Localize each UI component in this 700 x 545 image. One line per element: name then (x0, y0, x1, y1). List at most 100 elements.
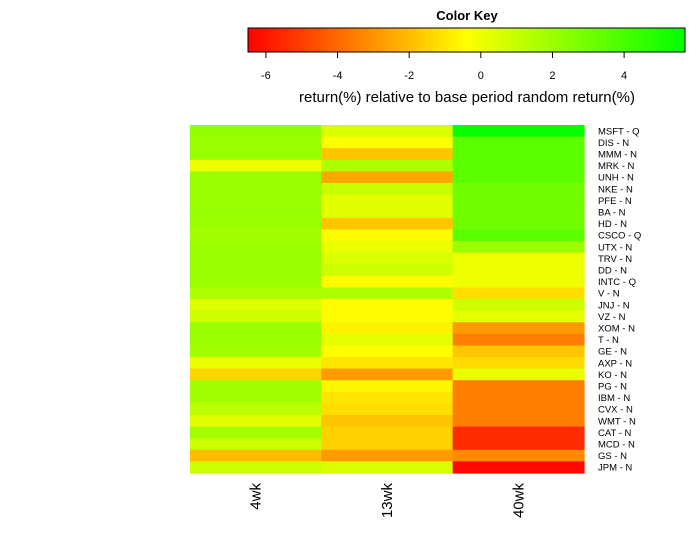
heatmap-cell (452, 357, 585, 370)
heatmap-cell (190, 125, 322, 138)
color-key-ticks: -6 -4 -2 0 2 4 (261, 52, 627, 82)
row-label: T - N (598, 335, 619, 346)
heatmap-cell (321, 136, 454, 149)
heatmap-cell (321, 217, 454, 230)
heatmap-cell (452, 287, 585, 300)
heatmap-cell (190, 148, 322, 161)
heatmap-cell (452, 194, 585, 207)
heatmap-cell (452, 264, 585, 277)
color-key-bar (247, 27, 686, 53)
heatmap-cell (321, 287, 454, 300)
heatmap-cell (321, 438, 454, 451)
color-key-tick-label: 2 (549, 70, 555, 82)
column-label: 40wk (510, 483, 527, 519)
heatmap-cell (452, 345, 585, 358)
heatmap-cell (190, 380, 322, 393)
heatmap-cell (321, 148, 454, 161)
heatmap-cell (190, 194, 322, 207)
color-key-xlabel: return(%) relative to base period random… (299, 89, 635, 106)
row-label: DIS - N (598, 138, 629, 149)
row-label: JPM - N (598, 463, 632, 474)
row-label: MCD - N (598, 440, 635, 451)
color-key-tick-label: 0 (478, 70, 484, 82)
heatmap-cell (321, 449, 454, 462)
heatmap-cell (452, 241, 585, 254)
heatmap-cell (190, 287, 322, 300)
row-label: UNH - N (598, 173, 634, 184)
heatmap-cell (452, 183, 585, 196)
heatmap-cell (321, 357, 454, 370)
column-label: 4wk (248, 483, 265, 510)
heatmap-cell (321, 426, 454, 439)
row-label: WMT - N (598, 416, 636, 427)
heatmap-cell (321, 229, 454, 242)
heatmap-cell (190, 391, 322, 404)
row-label: MMM - N (598, 150, 637, 161)
heatmap-cell (190, 426, 322, 439)
heatmap-cell (321, 391, 454, 404)
row-label: HD - N (598, 219, 627, 230)
heatmap-cell (321, 345, 454, 358)
heatmap-cell (321, 461, 454, 474)
heatmap-cell (190, 415, 322, 428)
row-label: MRK - N (598, 161, 635, 172)
heatmap-cell (190, 333, 322, 346)
heatmap-cell (190, 322, 322, 335)
heatmap-cell (190, 241, 322, 254)
heatmap-cell (452, 461, 585, 474)
heatmap-cell (190, 357, 322, 370)
color-key-tick-label: 4 (621, 70, 627, 82)
heatmap-cell (452, 252, 585, 265)
heatmap-cell (190, 264, 322, 277)
heatmap-cell (190, 310, 322, 323)
heatmap-cell (452, 206, 585, 219)
heatmap-cell (190, 159, 322, 172)
color-key-tick-label: -6 (261, 70, 271, 82)
heatmap-cell (321, 275, 454, 288)
row-label: CVX - N (598, 405, 633, 416)
heatmap-cell (190, 403, 322, 416)
heatmap-cell (452, 125, 585, 138)
heatmap-cell (321, 299, 454, 312)
heatmap-cell (321, 380, 454, 393)
heatmap-cell (452, 299, 585, 312)
heatmap-cell (452, 136, 585, 149)
heatmap-cell (452, 438, 585, 451)
heatmap-cell (452, 380, 585, 393)
heatmap-cell (321, 171, 454, 184)
heatmap-cell (190, 136, 322, 149)
heatmap-cell (321, 368, 454, 381)
heatmap-cell (321, 310, 454, 323)
color-key-title: Color Key (436, 8, 498, 23)
heatmap-cell (452, 333, 585, 346)
heatmap-cell (321, 206, 454, 219)
heatmap-cell (452, 391, 585, 404)
heatmap-cell (190, 275, 322, 288)
heatmap-cell (452, 148, 585, 161)
color-key: Color Key -6 -4 -2 0 2 4 return(%) relative t… (247, 8, 686, 106)
row-label: TRV - N (598, 254, 632, 265)
column-labels: 4wk 13wk 40wk (248, 483, 528, 519)
heatmap-cell (190, 449, 322, 462)
row-label: IBM - N (598, 393, 630, 404)
heatmap-cell (190, 252, 322, 265)
heatmap-cell (190, 217, 322, 230)
row-label: JNJ - N (598, 300, 630, 311)
heatmap-cell (452, 403, 585, 416)
heatmap-cell (321, 252, 454, 265)
heatmap-cell (452, 310, 585, 323)
row-label: UTX - N (598, 242, 632, 253)
heatmap-cell (321, 125, 454, 138)
heatmap-cell (190, 461, 322, 474)
heatmap-cells (190, 125, 585, 474)
heatmap-cell (190, 299, 322, 312)
heatmap-cell (321, 183, 454, 196)
heatmap-cell (452, 171, 585, 184)
row-label: GS - N (598, 451, 627, 462)
heatmap-cell (452, 229, 585, 242)
row-label: CAT - N (598, 428, 632, 439)
row-label: KO - N (598, 370, 627, 381)
row-label: INTC - Q (598, 277, 636, 288)
heatmap-cell (190, 345, 322, 358)
